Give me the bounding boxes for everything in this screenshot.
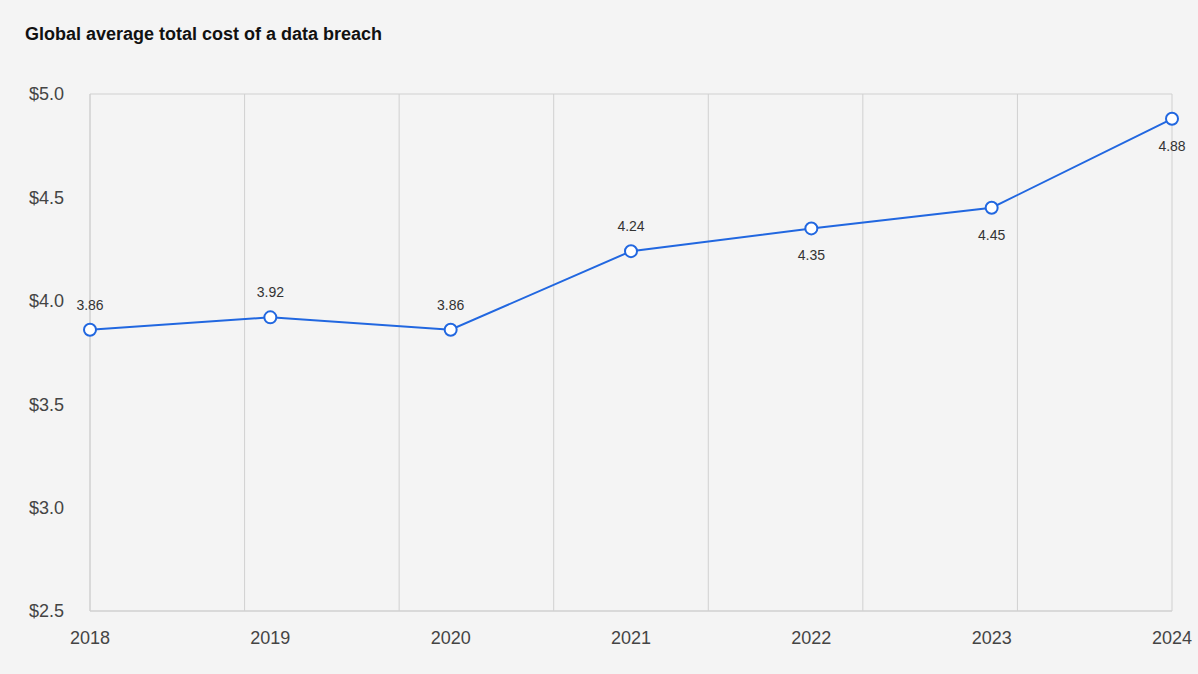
svg-text:2019: 2019 [250,628,290,648]
svg-text:3.86: 3.86 [437,297,464,313]
svg-text:4.88: 4.88 [1158,138,1185,154]
html-text:Global average total cost of a: Global average total cost of a data brea… [25,24,383,44]
svg-text:3.92: 3.92 [257,284,284,300]
svg-text:2020: 2020 [431,628,471,648]
svg-text:2018: 2018 [70,628,110,648]
svg-text:2022: 2022 [791,628,831,648]
svg-text:$3.5: $3.5 [29,395,64,415]
svg-text:4.24: 4.24 [617,218,644,234]
svg-text:2023: 2023 [972,628,1012,648]
svg-text:3.86: 3.86 [76,297,103,313]
svg-text:2021: 2021 [611,628,651,648]
svg-text:$4.5: $4.5 [29,188,64,208]
svg-text:$3.0: $3.0 [29,498,64,518]
svg-text:$4.0: $4.0 [29,291,64,311]
svg-text:2024: 2024 [1152,628,1190,648]
svg-text:4.35: 4.35 [798,247,825,263]
svg-text:4.45: 4.45 [978,227,1005,243]
svg-text:$5.0: $5.0 [29,84,64,104]
svg-text:$2.5: $2.5 [29,601,64,621]
